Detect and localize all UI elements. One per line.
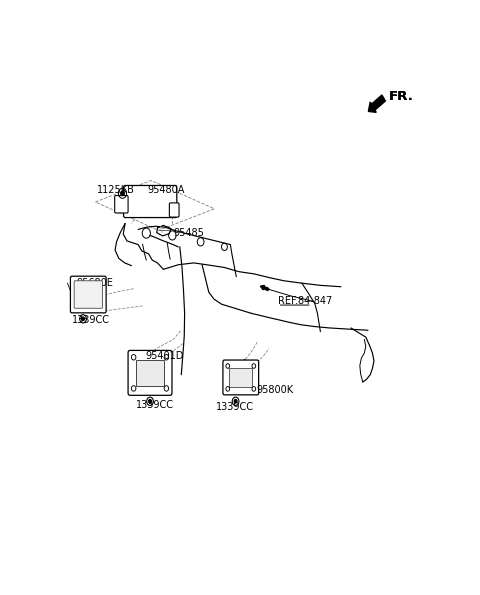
Text: 95401D: 95401D — [145, 352, 184, 361]
Circle shape — [82, 317, 84, 321]
FancyBboxPatch shape — [223, 360, 259, 395]
Text: 95800K: 95800K — [256, 385, 294, 395]
Text: FR.: FR. — [389, 90, 414, 103]
Circle shape — [234, 399, 237, 403]
Text: 1339CC: 1339CC — [136, 400, 174, 410]
FancyArrow shape — [260, 286, 269, 290]
Text: 95680E: 95680E — [77, 278, 114, 288]
Circle shape — [120, 191, 124, 196]
Circle shape — [148, 399, 152, 403]
Bar — [229, 368, 252, 387]
FancyBboxPatch shape — [115, 196, 128, 213]
FancyBboxPatch shape — [71, 276, 106, 313]
FancyBboxPatch shape — [128, 350, 172, 395]
Text: 95485: 95485 — [173, 228, 204, 237]
Text: FR.: FR. — [389, 90, 414, 103]
Text: 1339CC: 1339CC — [216, 402, 253, 412]
Text: 1339CC: 1339CC — [72, 315, 110, 325]
FancyBboxPatch shape — [124, 186, 177, 218]
FancyBboxPatch shape — [169, 203, 179, 217]
FancyArrow shape — [368, 95, 385, 112]
Text: REF.84-847: REF.84-847 — [277, 296, 332, 306]
Bar — [136, 360, 164, 386]
Text: 95480A: 95480A — [147, 184, 185, 195]
FancyBboxPatch shape — [74, 281, 102, 308]
Text: 1125KB: 1125KB — [97, 184, 135, 195]
